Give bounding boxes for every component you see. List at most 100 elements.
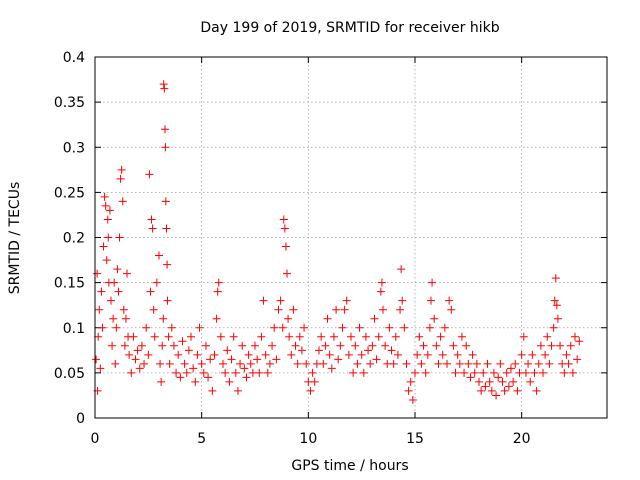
data-point: [519, 332, 528, 341]
data-point: [160, 125, 169, 134]
data-point: [492, 391, 501, 400]
data-point: [156, 359, 165, 368]
data-point: [556, 341, 565, 350]
x-axis-label: GPS time / hours: [291, 458, 408, 474]
data-point: [219, 359, 227, 368]
data-point: [268, 341, 277, 350]
data-point: [263, 368, 272, 377]
data-point: [98, 323, 107, 332]
data-point: [543, 332, 552, 341]
data-point: [199, 368, 208, 377]
data-point: [109, 314, 118, 323]
data-point: [253, 355, 262, 364]
data-point: [447, 305, 456, 314]
data-point: [214, 278, 223, 287]
data-point: [411, 368, 419, 377]
data-point: [149, 305, 158, 314]
y-tick-label: 0.25: [54, 185, 85, 201]
data-point: [140, 359, 149, 368]
data-point: [397, 265, 406, 274]
data-point: [131, 355, 140, 364]
data-point: [541, 350, 550, 359]
data-point: [528, 350, 537, 359]
data-point: [255, 368, 264, 377]
data-point: [96, 364, 105, 373]
data-point: [308, 368, 317, 377]
x-tick-label: 20: [513, 431, 531, 447]
data-point: [445, 296, 454, 305]
data-point: [550, 296, 559, 305]
data-point: [102, 256, 111, 265]
data-point: [504, 382, 513, 391]
data-point: [274, 305, 283, 314]
data-point: [144, 350, 153, 359]
data-point: [381, 341, 390, 350]
data-point: [236, 359, 245, 368]
data-point: [187, 332, 195, 341]
data-point: [150, 332, 159, 341]
data-point: [423, 350, 432, 359]
data-point: [502, 368, 511, 377]
data-point: [297, 346, 306, 355]
data-point: [549, 323, 558, 332]
data-point: [315, 346, 323, 355]
data-point: [233, 386, 242, 395]
data-point: [539, 368, 547, 377]
data-point: [155, 251, 163, 260]
y-axis-label: SRMTID / TECUs: [7, 182, 23, 295]
data-point: [272, 355, 281, 364]
data-point: [317, 332, 326, 341]
data-point: [415, 332, 424, 341]
data-point: [342, 296, 351, 305]
data-point: [453, 350, 462, 359]
data-point: [105, 206, 114, 215]
data-point: [117, 165, 126, 174]
data-point: [489, 368, 498, 377]
data-point: [398, 296, 407, 305]
data-point: [329, 332, 338, 341]
data-point: [162, 224, 171, 233]
data-point: [374, 332, 383, 341]
data-point: [547, 341, 556, 350]
data-point: [238, 341, 247, 350]
data-point: [477, 386, 486, 395]
x-tick-label: 5: [197, 431, 206, 447]
data-point: [402, 359, 411, 368]
data-point: [184, 346, 193, 355]
data-point: [379, 305, 387, 314]
data-point: [164, 332, 173, 341]
data-point: [120, 341, 129, 350]
data-point: [204, 373, 213, 382]
data-point: [419, 341, 428, 350]
data-point: [259, 296, 268, 305]
data-point: [100, 192, 109, 201]
data-point: [152, 278, 161, 287]
data-point: [553, 314, 562, 323]
data-point: [511, 359, 520, 368]
data-point: [451, 368, 460, 377]
data-point: [355, 323, 364, 332]
data-point: [449, 341, 458, 350]
data-point: [545, 359, 554, 368]
data-point: [201, 341, 210, 350]
data-point: [496, 359, 505, 368]
data-point: [189, 364, 198, 373]
y-tick-label: 0.3: [63, 140, 85, 156]
data-point: [221, 368, 230, 377]
data-point: [351, 341, 360, 350]
data-point: [116, 174, 125, 183]
data-point: [161, 197, 170, 206]
data-point: [300, 323, 309, 332]
data-point: [172, 368, 181, 377]
chart-title: Day 199 of 2019, SRMTID for receiver hik…: [200, 20, 499, 36]
data-point: [552, 301, 561, 310]
data-point: [227, 355, 236, 364]
data-point: [244, 350, 253, 359]
data-point: [108, 341, 117, 350]
data-point: [206, 355, 215, 364]
data-point: [487, 386, 496, 395]
y-tick-label: 0.35: [54, 95, 85, 111]
x-tick-label: 15: [406, 431, 424, 447]
data-point: [212, 314, 221, 323]
data-point: [197, 359, 206, 368]
